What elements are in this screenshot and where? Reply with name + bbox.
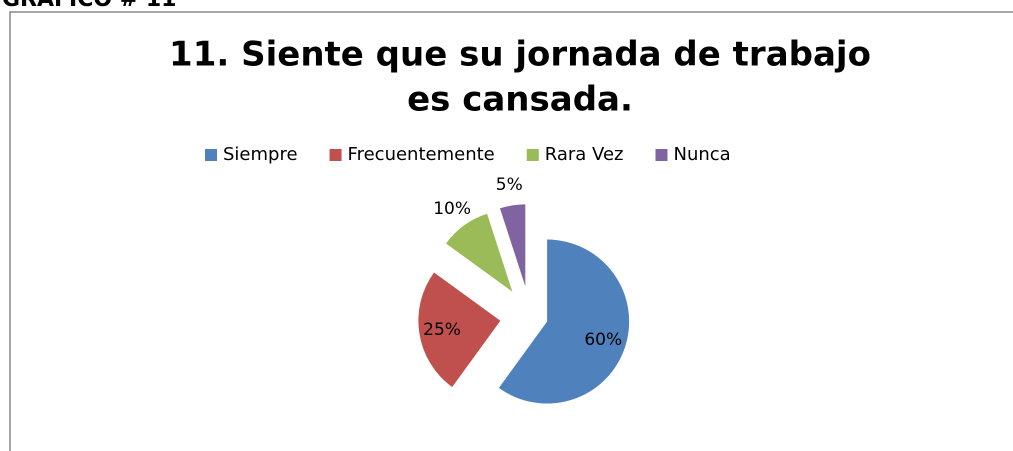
legend-swatch	[526, 149, 539, 161]
legend-label: Frecuentemente	[348, 144, 495, 165]
chart-title: 11. Siente que su jornada de trabajo	[169, 35, 871, 75]
value-label: 10%	[433, 199, 471, 219]
pie-slice	[499, 204, 526, 287]
pie-slice	[418, 272, 501, 388]
chart-title: es cansada.	[407, 80, 633, 120]
legend-swatch	[329, 149, 342, 161]
value-label: 60%	[584, 330, 622, 350]
value-label: 25%	[423, 320, 461, 340]
pie-slice	[446, 213, 513, 292]
legend-swatch	[655, 149, 668, 161]
legend-label: Rara Vez	[545, 144, 624, 165]
pie-slice	[498, 239, 630, 404]
legend-label: Nunca	[673, 144, 730, 165]
heading: GRAFICO # 11	[2, 0, 176, 12]
legend-swatch	[205, 149, 217, 161]
legend-label: Siempre	[223, 144, 298, 165]
value-label: 5%	[496, 175, 523, 195]
